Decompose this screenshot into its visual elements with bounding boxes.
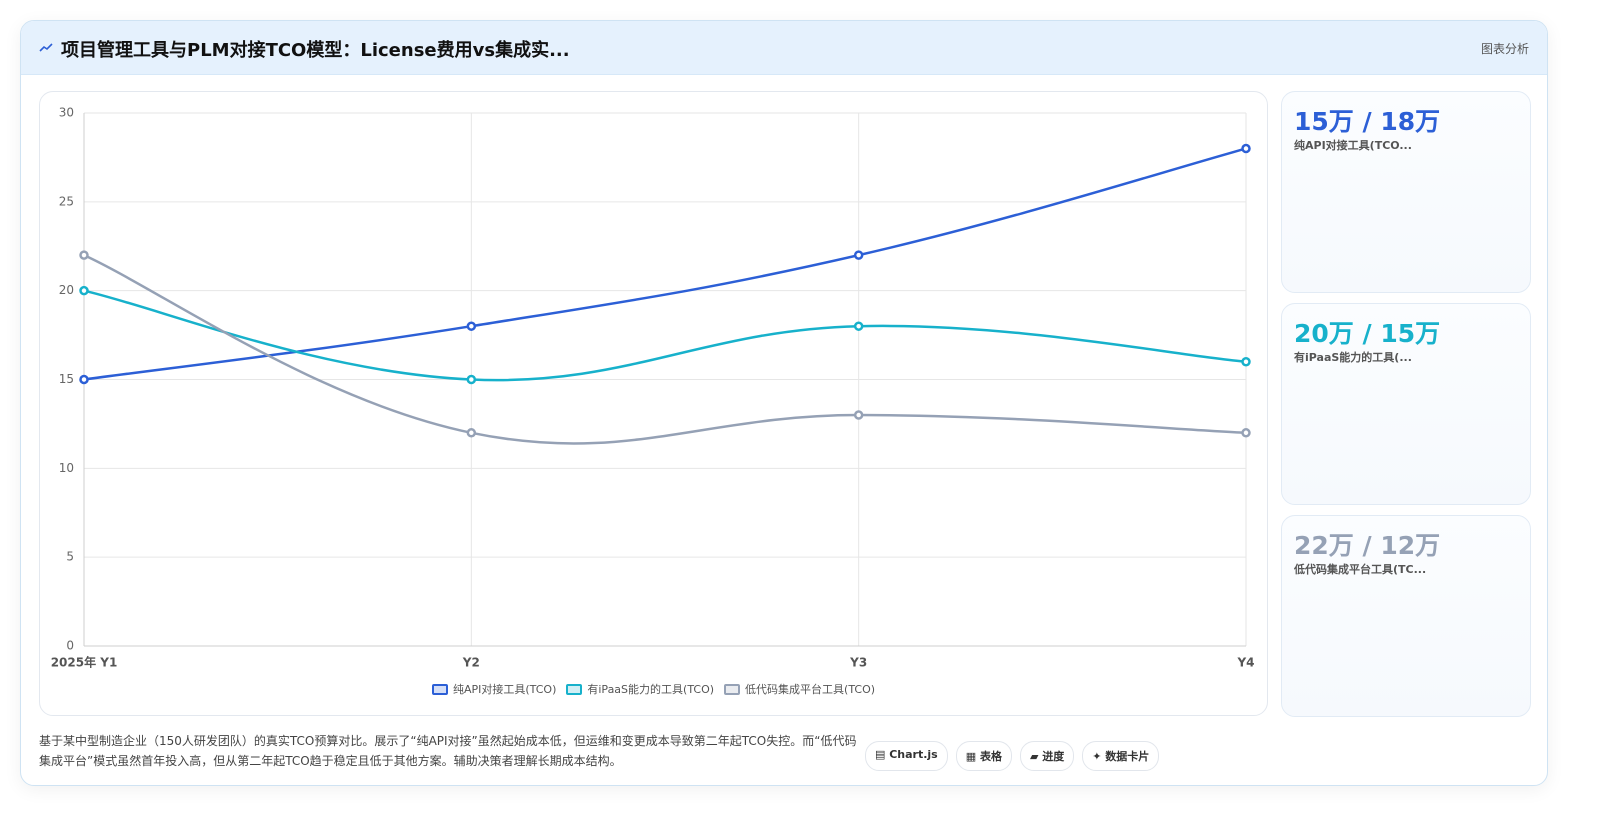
stat-card: 20万 / 15万有iPaaS能力的工具(...: [1281, 303, 1531, 505]
data-point: [853, 410, 864, 420]
stat-card: 15万 / 18万纯API对接工具(TCO...: [1281, 91, 1531, 293]
chart-frame: 项目管理工具与PLM对接TCO模型：License费用vs集成实... 图表分析…: [20, 20, 1548, 786]
y-tick-label: 0: [66, 639, 74, 653]
buttons: ▤ Chart.js ▦ 表格 ▰ 进度 ✦ 数据卡片: [865, 741, 1160, 771]
description: 基于某中型制造企业（150人研发团队）的真实TCO预算对比。展示了“纯API对接…: [39, 734, 857, 768]
legend-item: 低代码集成平台工具(TCO): [724, 681, 875, 697]
y-tick-label: 30: [59, 106, 74, 120]
header: 项目管理工具与PLM对接TCO模型：License费用vs集成实... 图表分析: [21, 21, 1547, 75]
stat-value: 15万 / 18万: [1294, 107, 1441, 136]
data-point: [1241, 428, 1251, 438]
stat-card: 22万 / 12万低代码集成平台工具(TC...: [1281, 515, 1531, 717]
x-tick-label: Y3: [849, 656, 867, 670]
y-tick-label: 20: [59, 283, 74, 297]
header-icon: [39, 43, 53, 52]
view-button[interactable]: ▰ 进度: [1019, 741, 1075, 771]
legend-item: 有iPaaS能力的工具(TCO): [566, 681, 714, 697]
legend: 纯API对接工具(TCO) 有iPaaS能力的工具(TCO) 低代码集成平台工具(T…: [40, 681, 1267, 697]
data-point: [466, 321, 477, 331]
chart: 0 5 10 15 20 25 30 2025年 Y1 Y2 Y3 Y4: [51, 106, 1255, 670]
view-button[interactable]: ▦ 表格: [955, 741, 1012, 771]
legend-label: 纯API对接工具(TCO): [452, 683, 557, 696]
legend-label: 有iPaaS能力的工具(TCO): [587, 683, 715, 696]
stat-value: 22万 / 12万: [1294, 531, 1441, 560]
data-point: [1241, 143, 1251, 154]
legend-swatch: [566, 683, 583, 695]
series-line: [83, 147, 1247, 381]
legend-swatch: [431, 683, 448, 695]
x-tick-label: Y2: [462, 656, 480, 670]
stat-value: 20万 / 15万: [1294, 319, 1441, 348]
legend-label: 低代码集成平台工具(TCO): [745, 683, 876, 696]
legend-swatch: [724, 683, 741, 695]
header-tag: 图表分析: [1480, 42, 1529, 56]
x-tick-label: 2025年 Y1: [51, 655, 118, 670]
y-tick-label: 5: [66, 550, 74, 564]
title: 项目管理工具与PLM对接TCO模型：License费用vs集成实...: [61, 40, 570, 61]
view-button[interactable]: ✦ 数据卡片: [1082, 741, 1160, 771]
data-point: [79, 250, 89, 260]
series-line: [83, 253, 1247, 445]
y-tick-label: 15: [59, 372, 74, 386]
series-line: [83, 289, 1247, 382]
stat-label: 纯API对接工具(TCO...: [1294, 139, 1412, 152]
data-point: [1241, 356, 1251, 367]
data-point: [79, 374, 89, 385]
y-tick-label: 25: [59, 194, 74, 208]
x-tick-label: Y4: [1236, 656, 1254, 670]
legend-item: 纯API对接工具(TCO): [431, 681, 557, 697]
data-point: [853, 250, 864, 260]
chart-panel: 0 5 10 15 20 25 30 2025年 Y1 Y2 Y3 Y4 纯API对接工具(TCO)…: [39, 91, 1268, 716]
data-point: [466, 374, 477, 385]
data-point: [466, 428, 477, 438]
stat-label: 有iPaaS能力的工具(...: [1294, 351, 1412, 364]
data-point: [79, 285, 89, 296]
data-point: [853, 321, 864, 331]
view-button[interactable]: ▤ Chart.js: [865, 741, 948, 771]
stat-label: 低代码集成平台工具(TC...: [1294, 563, 1427, 576]
y-tick-label: 10: [59, 461, 74, 475]
